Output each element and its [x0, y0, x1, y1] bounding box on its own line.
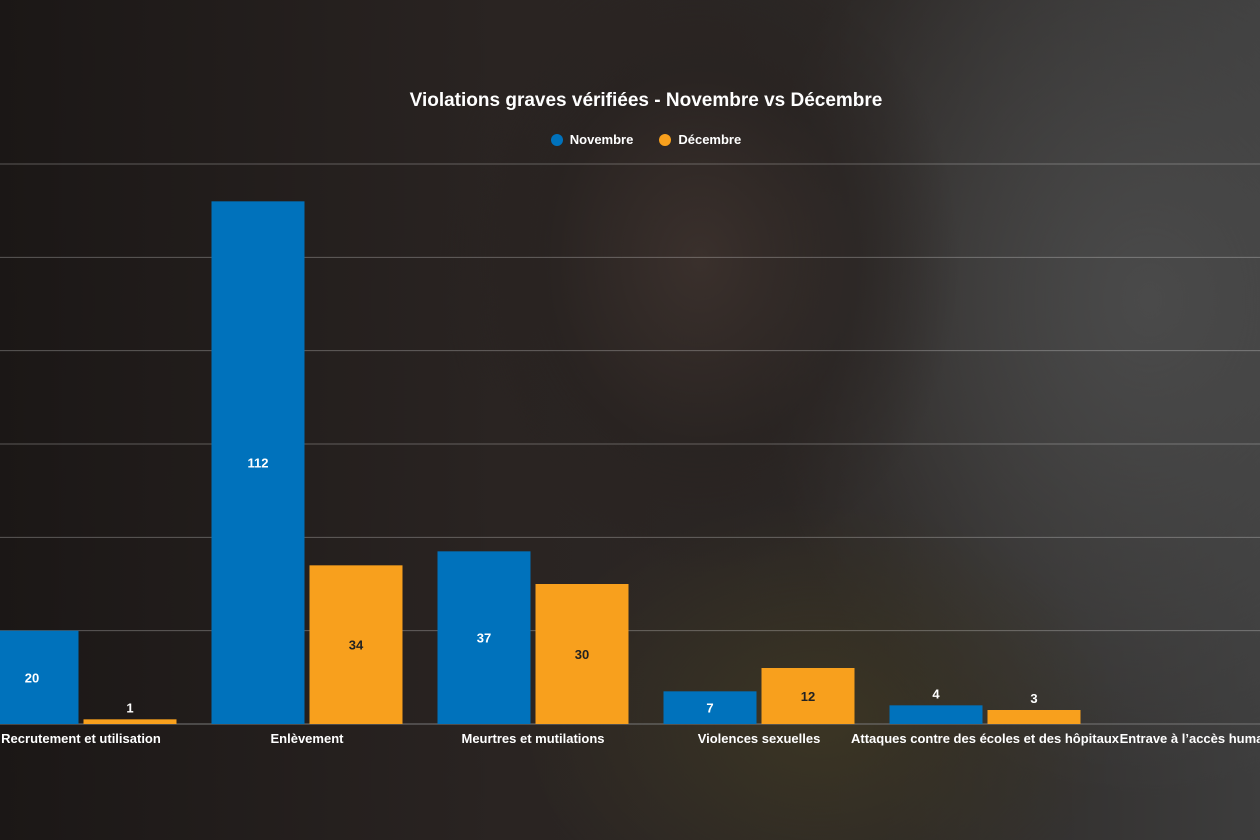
data-label: 112 — [248, 456, 269, 471]
chart-title: Violations graves vérifiées - Novembre v… — [409, 90, 883, 111]
bar-decembre — [761, 668, 855, 724]
legend-label-novembre: Novembre — [569, 132, 634, 147]
bar-novembre — [437, 551, 531, 724]
data-label: 3 — [1030, 691, 1037, 706]
legend-dot-novembre — [550, 133, 563, 146]
bar-novembre — [889, 705, 983, 724]
bar-decembre — [535, 584, 629, 724]
data-label: 34 — [349, 638, 364, 653]
data-label: 7 — [706, 701, 713, 716]
data-label: 12 — [801, 689, 815, 704]
data-label: 1 — [126, 700, 133, 715]
legend: Novembre Décembre — [0, 132, 1260, 147]
bar-novembre — [211, 201, 305, 725]
legend-item-decembre[interactable]: Décembre — [659, 132, 741, 147]
x-tick-label: Violences sexuelles — [698, 731, 821, 746]
data-label: 30 — [575, 647, 589, 662]
x-tick-label: Meurtres et mutilations — [461, 731, 604, 746]
legend-item-novembre[interactable]: Novembre — [550, 132, 634, 147]
x-tick-label: Recrutement et utilisation — [1, 731, 161, 746]
bar-novembre — [0, 630, 79, 724]
x-tick-label: Entrave à l’accès humanitaire — [1120, 731, 1260, 746]
bar-decembre — [83, 719, 177, 724]
bar-novembre — [663, 691, 757, 724]
legend-dot-decembre — [659, 133, 672, 146]
bar-decembre — [987, 710, 1081, 724]
x-tick-label: Enlèvement — [271, 731, 345, 746]
legend-label-decembre: Décembre — [678, 132, 742, 147]
data-label: 37 — [477, 631, 491, 646]
data-label: 4 — [932, 686, 940, 701]
bar-decembre — [309, 565, 403, 724]
x-tick-label: Attaques contre des écoles et des hôpita… — [851, 731, 1120, 746]
data-label: 20 — [25, 670, 39, 685]
